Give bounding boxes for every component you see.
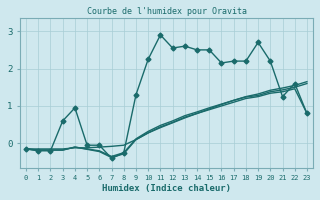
X-axis label: Humidex (Indice chaleur): Humidex (Indice chaleur) (102, 184, 231, 193)
Title: Courbe de l'humidex pour Oravita: Courbe de l'humidex pour Oravita (86, 7, 246, 16)
